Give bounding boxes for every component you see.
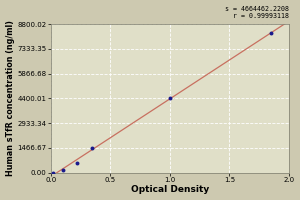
- Point: [90, 146, 95, 149]
- Y-axis label: Human sTfR concentration (ng/ml): Human sTfR concentration (ng/ml): [6, 20, 15, 176]
- Point: [74, 162, 79, 165]
- X-axis label: Optical Density: Optical Density: [130, 185, 209, 194]
- Point: [167, 97, 172, 100]
- Text: s = 4664462.2208
r = 0.99993118: s = 4664462.2208 r = 0.99993118: [225, 6, 289, 19]
- Point: [51, 171, 56, 174]
- Point: [268, 31, 273, 35]
- Point: [60, 169, 65, 172]
